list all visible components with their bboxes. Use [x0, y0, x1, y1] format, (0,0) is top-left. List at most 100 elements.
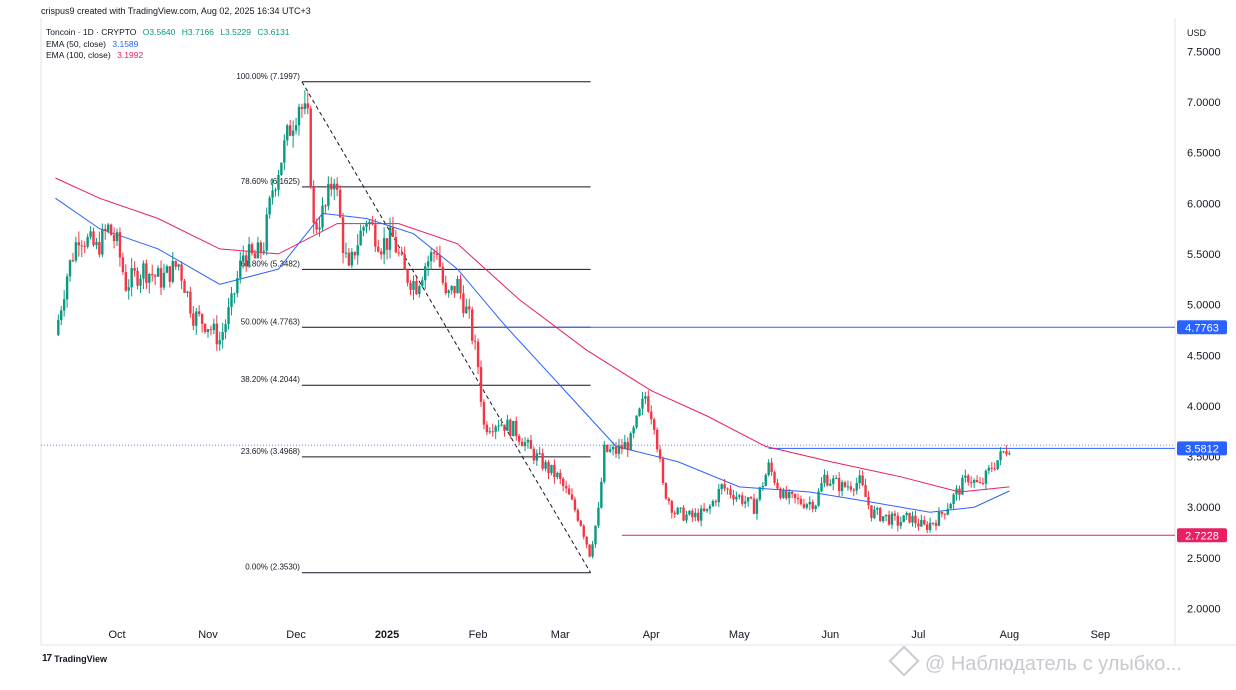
fib-level-label: 38.20% (4.2044)	[241, 375, 300, 384]
candle-body	[564, 486, 568, 489]
candle-body	[544, 462, 547, 469]
candle-body	[400, 253, 403, 255]
candle-body	[192, 313, 195, 326]
open-value: O3.5640	[142, 27, 176, 37]
candle-body	[746, 497, 750, 502]
candle-body	[476, 341, 480, 368]
candle-body	[224, 324, 227, 333]
candle-body	[130, 268, 133, 288]
candle-body	[550, 464, 553, 474]
candle-body	[788, 491, 791, 499]
ema50-legend[interactable]: EMA (50, close) 3.1589	[46, 39, 294, 51]
ema50-value: 3.1589	[112, 38, 139, 49]
time-tick-label: Sep	[1091, 629, 1111, 641]
candle-body	[908, 512, 911, 523]
candle-body	[881, 516, 885, 522]
candle-body	[920, 520, 923, 527]
candle-body	[488, 431, 492, 433]
candle-body	[200, 313, 204, 324]
candle-body	[447, 290, 450, 294]
fib-retracement[interactable]: 100.00% (7.1997) 78.60% (6.1625) 61.80% (5…	[236, 72, 592, 574]
candle-body	[808, 501, 811, 505]
tradingview-logo[interactable]: 17 TradingView	[42, 653, 107, 664]
candle-body	[124, 272, 128, 291]
candle-body	[729, 489, 732, 495]
fib-level-label: 61.80% (5.3482)	[241, 259, 300, 268]
candle-body	[873, 509, 876, 518]
candle-body	[236, 277, 239, 294]
candle-body	[280, 162, 283, 176]
candle-body	[664, 483, 668, 499]
candle-body	[327, 183, 330, 207]
candle-body	[71, 260, 75, 262]
candle-body	[195, 311, 198, 326]
candle-body	[529, 440, 533, 449]
fib-level-label: 78.60% (6.1625)	[241, 177, 300, 186]
candle-body	[714, 501, 718, 503]
candle-body	[365, 223, 368, 228]
candle-body	[990, 467, 993, 469]
candle-body	[855, 483, 858, 491]
candle-body	[65, 276, 69, 300]
candle-body	[491, 431, 494, 433]
candle-body	[967, 475, 970, 483]
candle-body	[151, 273, 154, 276]
price-tick-label: 3.0000	[1187, 502, 1221, 514]
candle-body	[142, 263, 145, 279]
candle-body	[570, 494, 574, 500]
candle-body	[203, 323, 207, 332]
candle-body	[535, 453, 538, 461]
candle-body	[183, 280, 186, 293]
candle-body	[893, 513, 897, 516]
candle-body	[468, 306, 471, 310]
fib-level-label: 50.00% (4.7763)	[241, 317, 300, 326]
candle-body	[268, 197, 271, 215]
candle-body	[86, 236, 89, 247]
candle-body	[735, 496, 738, 500]
candle-body	[312, 187, 315, 223]
candle-body	[782, 490, 785, 498]
candle-body	[638, 408, 641, 416]
candle-body	[109, 224, 113, 235]
candle-body	[688, 510, 691, 515]
candle-body	[958, 488, 961, 495]
candle-body	[561, 478, 565, 487]
candle-body	[779, 488, 782, 498]
horizontal-levels[interactable]	[41, 326, 1175, 536]
symbol-label[interactable]: Toncoin · 1D · CRYPTO	[46, 27, 137, 37]
candle-body	[832, 478, 835, 484]
candle-body	[330, 183, 333, 190]
candle-body	[641, 398, 644, 409]
candle-body	[512, 420, 515, 437]
candle-body	[905, 512, 908, 516]
candle-body	[961, 477, 964, 495]
candle-body	[611, 446, 615, 450]
time-axis[interactable]: Oct Nov Dec 2025 Feb Mar Apr May Jun Jul Aug Sep	[108, 629, 1110, 641]
candle-body	[92, 231, 95, 246]
candle-body	[652, 419, 656, 430]
candle-body	[846, 486, 850, 488]
candle-body	[435, 253, 439, 256]
candle-body	[382, 238, 386, 255]
candle-body	[186, 291, 189, 293]
candle-body	[928, 522, 932, 530]
candle-body	[773, 472, 776, 483]
candle-body	[286, 125, 289, 141]
candle-body	[250, 244, 254, 254]
candle-body	[247, 244, 251, 267]
candle-body	[1005, 451, 1008, 455]
candle-body	[623, 442, 627, 450]
watermark-icon	[888, 645, 920, 677]
candle-body	[879, 508, 882, 522]
time-tick-label: Nov	[198, 629, 218, 641]
candle-body	[849, 486, 853, 490]
ema100-legend[interactable]: EMA (100, close) 3.1992	[46, 50, 294, 62]
candle-body	[359, 230, 362, 246]
price-tick-label: 5.0000	[1187, 300, 1221, 312]
high-value: H3.7166	[181, 27, 214, 37]
candle-body	[567, 488, 571, 495]
candle-body	[972, 479, 976, 483]
candle-body	[265, 214, 268, 251]
ema50-line	[55, 197, 1010, 513]
